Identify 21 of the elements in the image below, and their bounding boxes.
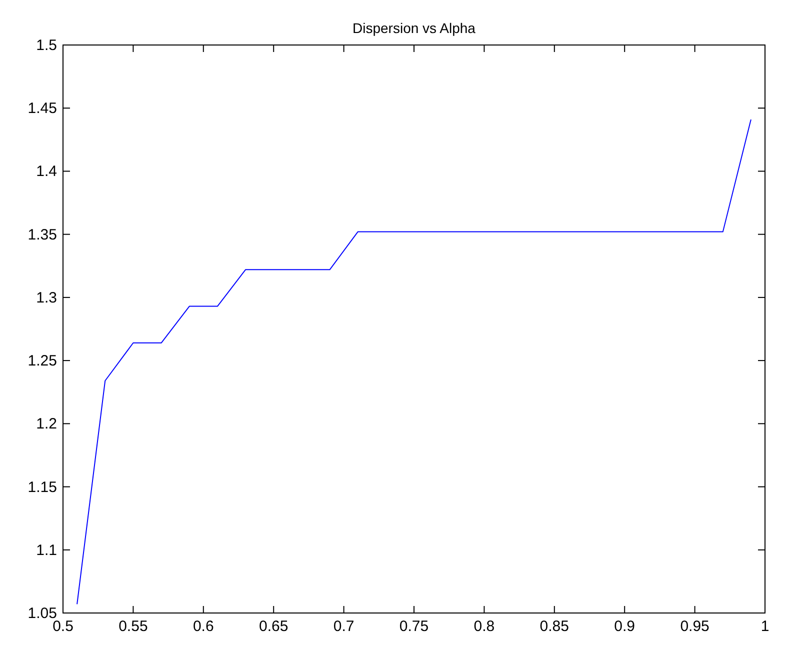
- x-tick-label: 0.65: [259, 618, 288, 635]
- chart-title: Dispersion vs Alpha: [352, 20, 476, 36]
- y-tick-label: 1.3: [36, 289, 57, 306]
- y-tick-label: 1.25: [28, 352, 57, 370]
- line-series: [76, 118, 752, 605]
- y-tick-label: 1.45: [28, 100, 57, 118]
- x-tick-label: 0.55: [118, 618, 148, 635]
- y-tick-label: 1.4: [36, 163, 57, 180]
- x-tick-label: 0.75: [399, 618, 429, 635]
- x-tick-label: 0.6: [192, 618, 214, 635]
- x-tick-label: 0.85: [540, 618, 569, 635]
- y-tick-label: 1.5: [36, 37, 57, 54]
- y-tick-label: 1.1: [36, 542, 57, 559]
- x-tick-label: 0.9: [614, 618, 636, 635]
- x-tick-label: 0.95: [680, 618, 710, 635]
- x-tick-label: 0.7: [333, 618, 354, 635]
- y-tick-label: 1.35: [28, 226, 57, 244]
- x-tick-label: 0.8: [474, 618, 495, 635]
- y-tick-label: 1.15: [28, 478, 57, 496]
- y-tick-label: 1.2: [36, 416, 57, 433]
- x-tick-label: 1: [760, 618, 770, 635]
